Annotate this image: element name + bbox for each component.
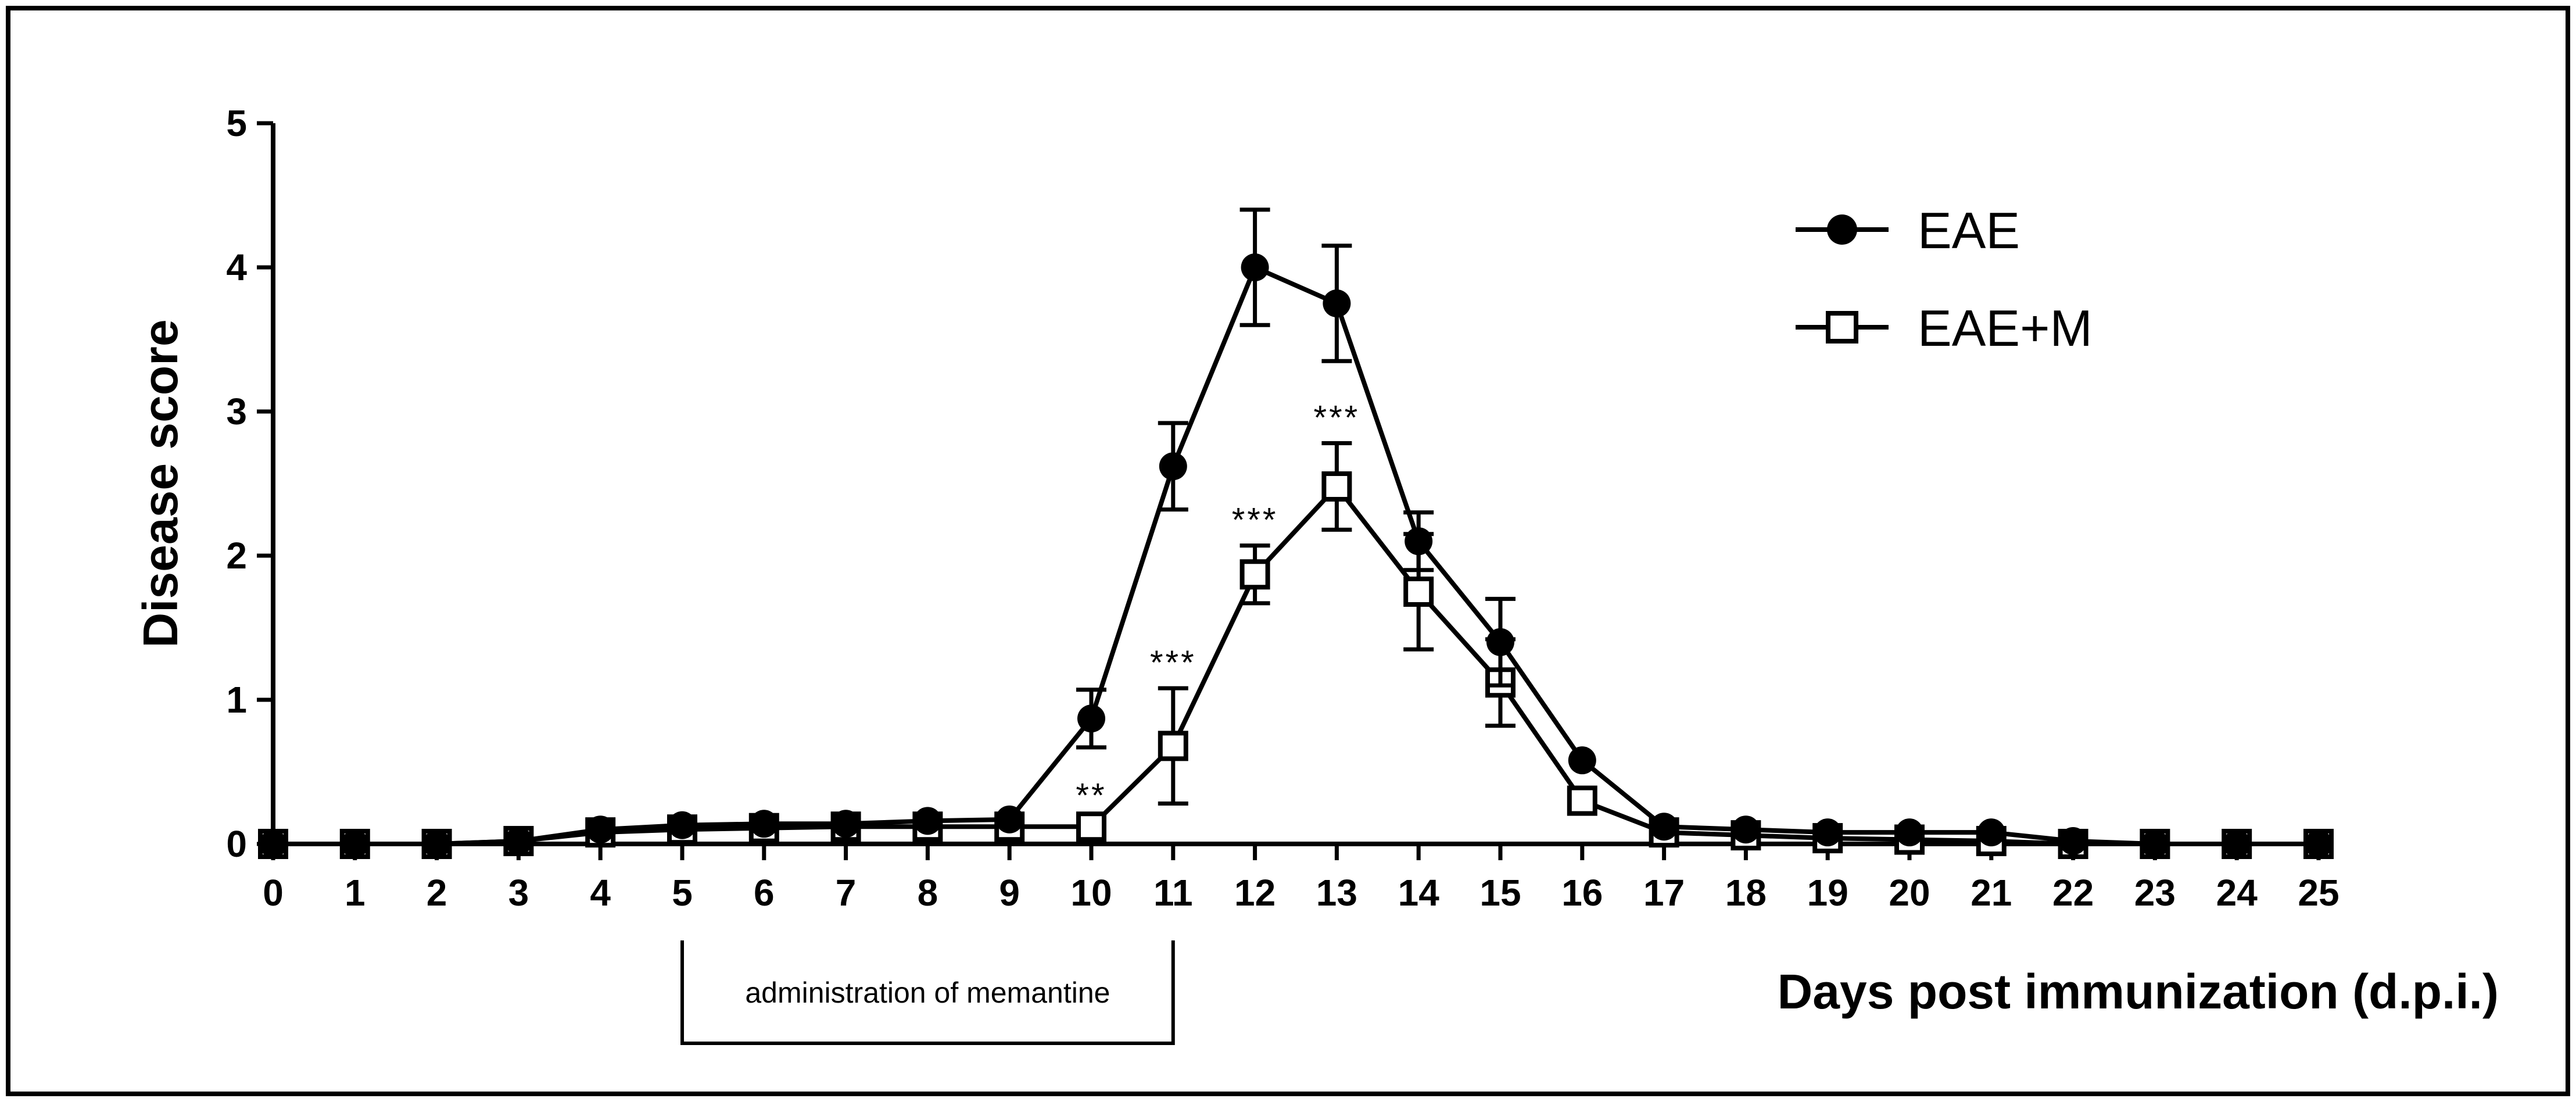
data-point [504, 827, 533, 856]
x-tick-label: 11 [1153, 872, 1193, 914]
data-point [2305, 830, 2333, 858]
annotation-bracket [680, 940, 1175, 1045]
y-tick-label: 5 [226, 102, 247, 144]
x-tick-label: 10 [1070, 872, 1112, 914]
y-tick-label: 4 [226, 246, 247, 288]
data-point [1977, 818, 2005, 847]
data-point [1896, 818, 1923, 847]
data-point [832, 810, 860, 838]
x-tick-label: 25 [2298, 872, 2339, 914]
x-tick-label: 21 [1970, 872, 2012, 914]
chart-frame [6, 6, 2570, 1096]
x-tick-label: 3 [508, 872, 529, 914]
x-tick-label: 22 [2052, 872, 2094, 914]
x-tick-label: 17 [1643, 872, 1685, 914]
data-point [1077, 704, 1105, 733]
x-tick-label: 7 [836, 872, 857, 914]
significance-label: *** [1314, 399, 1360, 437]
y-tick-label: 0 [226, 823, 247, 865]
data-point [2141, 830, 2169, 858]
legend-marker [1826, 311, 1858, 344]
x-tick-label: 13 [1316, 872, 1357, 914]
data-point [259, 830, 287, 858]
data-point [1323, 289, 1351, 317]
y-tick-label: 2 [226, 535, 247, 577]
x-tick-label: 24 [2216, 872, 2258, 914]
significance-label: *** [1232, 502, 1278, 539]
x-tick-label: 14 [1398, 872, 1440, 914]
legend: EAE EAE+M [1796, 202, 2093, 357]
x-tick-label: 0 [263, 872, 284, 914]
data-point [1403, 577, 1434, 607]
x-tick-label: 4 [590, 872, 611, 914]
data-point [422, 830, 451, 858]
data-point [1158, 731, 1188, 761]
data-point [2223, 830, 2251, 858]
data-point [2059, 827, 2087, 856]
legend-label: EAE [1918, 202, 2020, 259]
y-tick-label: 3 [226, 391, 247, 432]
data-point [1486, 628, 1514, 656]
annotation-layer: administration of memantine [680, 940, 1175, 1045]
y-tick-label: 1 [226, 679, 247, 721]
data-point [1567, 785, 1597, 816]
data-point [1568, 746, 1596, 775]
data-point [1732, 815, 1760, 844]
x-tick-label: 15 [1479, 872, 1521, 914]
x-tick-label: 8 [918, 872, 938, 914]
data-point [750, 810, 778, 838]
significance-label: *** [1150, 644, 1196, 682]
x-tick-label: 5 [672, 872, 693, 914]
x-axis-title: Days post immunization (d.p.i.) [1778, 964, 2499, 1019]
x-tick-label: 2 [427, 872, 447, 914]
x-tick-label: 20 [1889, 872, 1930, 914]
data-point [1239, 559, 1270, 590]
x-tick-label: 6 [754, 872, 775, 914]
x-tick-label: 18 [1725, 872, 1767, 914]
data-point [1814, 818, 1842, 847]
data-point [1405, 527, 1433, 556]
annotation-label: administration of memantine [745, 976, 1110, 1009]
y-ticks: 0 1 2 3 4 5 [226, 102, 273, 865]
data-point [1076, 811, 1106, 842]
data-point [995, 805, 1024, 833]
x-tick-label: 23 [2134, 872, 2176, 914]
data-point [1321, 471, 1352, 502]
data-point [586, 815, 615, 844]
legend-label: EAE+M [1918, 299, 2093, 357]
data-point [913, 807, 942, 835]
data-point [1159, 452, 1187, 481]
x-tick-label: 19 [1807, 872, 1848, 914]
legend-marker [1827, 214, 1857, 245]
significance-layer: *********** [1076, 399, 1360, 815]
significance-label: ** [1076, 777, 1106, 814]
series-layer [258, 207, 2334, 859]
x-tick-label: 9 [999, 872, 1020, 914]
series-eae [259, 207, 2333, 858]
data-point [668, 811, 696, 839]
x-tick-label: 12 [1234, 872, 1276, 914]
data-point [341, 830, 369, 858]
x-tick-label: 16 [1561, 872, 1603, 914]
y-axis-title: Disease score [133, 319, 188, 647]
x-tick-label: 1 [345, 872, 366, 914]
x-ticks: 0 1 2 3 4 5 6 7 8 9 10 11 12 13 14 15 16 17 18 19 20 21 22 23 24… [263, 844, 2339, 914]
data-point [1650, 813, 1678, 841]
data-point [1241, 253, 1269, 281]
